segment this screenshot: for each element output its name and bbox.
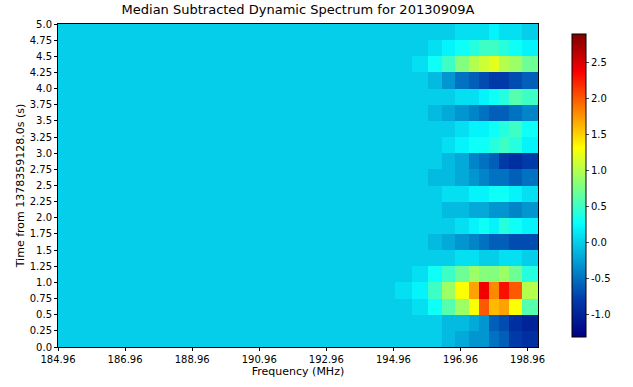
svg-text:1.75: 1.75 bbox=[30, 228, 52, 239]
svg-text:0.5: 0.5 bbox=[591, 201, 607, 212]
svg-text:192.96: 192.96 bbox=[309, 354, 344, 365]
svg-text:3.0: 3.0 bbox=[36, 148, 52, 159]
svg-text:2.5: 2.5 bbox=[36, 180, 52, 191]
svg-text:3.5: 3.5 bbox=[36, 115, 52, 126]
svg-text:-0.5: -0.5 bbox=[591, 273, 611, 284]
svg-text:4.5: 4.5 bbox=[36, 51, 52, 62]
svg-text:Time from 1378359128.0s (s): Time from 1378359128.0s (s) bbox=[14, 104, 27, 269]
svg-text:1.0: 1.0 bbox=[36, 277, 52, 288]
svg-text:2.0: 2.0 bbox=[591, 93, 607, 104]
svg-text:Frequency (MHz): Frequency (MHz) bbox=[252, 365, 344, 378]
svg-text:3.75: 3.75 bbox=[30, 99, 52, 110]
svg-text:198.96: 198.96 bbox=[510, 354, 545, 365]
svg-text:Median Subtracted Dynamic Spec: Median Subtracted Dynamic Spectrum for 2… bbox=[122, 2, 475, 17]
svg-text:190.96: 190.96 bbox=[242, 354, 277, 365]
svg-text:184.96: 184.96 bbox=[41, 354, 76, 365]
svg-text:1.0: 1.0 bbox=[591, 165, 607, 176]
svg-text:1.5: 1.5 bbox=[36, 245, 52, 256]
svg-text:4.75: 4.75 bbox=[30, 35, 52, 46]
svg-text:0.0: 0.0 bbox=[591, 237, 607, 248]
svg-text:2.25: 2.25 bbox=[30, 196, 52, 207]
svg-text:5.0: 5.0 bbox=[36, 19, 52, 30]
svg-text:0.25: 0.25 bbox=[30, 325, 52, 336]
svg-text:2.0: 2.0 bbox=[36, 212, 52, 223]
svg-text:1.5: 1.5 bbox=[591, 129, 607, 140]
svg-text:0.5: 0.5 bbox=[36, 309, 52, 320]
svg-text:196.96: 196.96 bbox=[443, 354, 478, 365]
svg-text:1.25: 1.25 bbox=[30, 261, 52, 272]
svg-text:0.75: 0.75 bbox=[30, 293, 52, 304]
svg-text:2.5: 2.5 bbox=[591, 57, 607, 68]
svg-text:4.25: 4.25 bbox=[30, 67, 52, 78]
svg-text:186.96: 186.96 bbox=[108, 354, 143, 365]
svg-text:4.0: 4.0 bbox=[36, 83, 52, 94]
svg-text:188.96: 188.96 bbox=[175, 354, 210, 365]
svg-text:3.25: 3.25 bbox=[30, 132, 52, 143]
svg-text:2.75: 2.75 bbox=[30, 164, 52, 175]
svg-text:0.0: 0.0 bbox=[36, 342, 52, 353]
svg-text:-1.0: -1.0 bbox=[591, 309, 611, 320]
svg-text:194.96: 194.96 bbox=[376, 354, 411, 365]
